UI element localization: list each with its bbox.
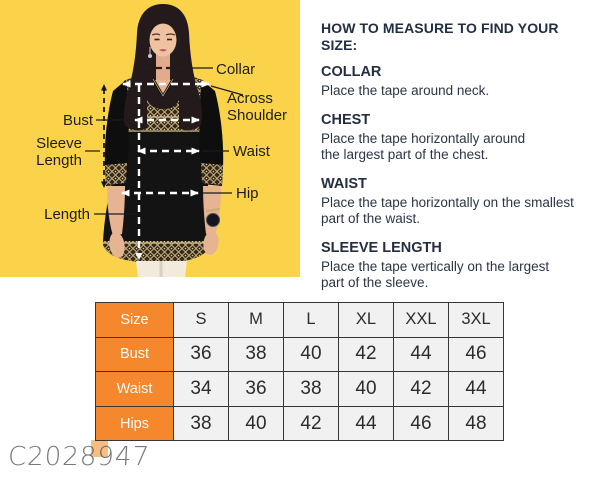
label-hip: Hip (236, 185, 259, 202)
measurement-diagram: Collar Across Shoulder Bust Sleeve Lengt… (0, 0, 300, 277)
section-body-line: the largest part of the chest. (321, 147, 489, 162)
section-body-line: Place the tape horizontally on the small… (321, 195, 574, 210)
section-waist: WAIST Place the tape horizontally on the… (321, 176, 583, 227)
header-s: S (173, 302, 229, 338)
ring (112, 249, 116, 253)
section-collar: COLLAR Place the tape around neck. (321, 64, 583, 99)
cell: 44 (393, 336, 449, 373)
header-l: L (283, 302, 339, 338)
cell: 42 (338, 336, 394, 373)
table-row-hips: Hips 38 40 42 44 46 48 (95, 405, 504, 442)
right-eyebrow (165, 33, 176, 36)
left-eyebrow (151, 33, 161, 36)
cell: 40 (338, 371, 394, 407)
face (148, 10, 177, 80)
how-to-measure-section: HOW TO MEASURE TO FIND YOUR SIZE: COLLAR… (321, 20, 583, 304)
cell: 40 (228, 405, 284, 442)
section-heading: COLLAR (321, 64, 382, 80)
section-sleeve-length: SLEEVE LENGTH Place the tape vertically … (321, 240, 583, 291)
neck (156, 52, 170, 80)
length-arrowhead (135, 253, 143, 260)
label-sleeve-length: Length (36, 152, 82, 169)
cell: 38 (283, 371, 339, 407)
cell: 42 (283, 405, 339, 442)
lips (159, 49, 167, 52)
cell: 36 (173, 336, 229, 373)
label-length: Length (44, 206, 90, 223)
cell: 44 (338, 405, 394, 442)
cell: 34 (173, 371, 229, 407)
table-row-waist: Waist 34 36 38 40 42 44 (95, 371, 504, 407)
label-sleeve: Sleeve (36, 135, 82, 152)
watermark-id: C2028947 (7, 442, 151, 472)
sleeves (104, 80, 224, 186)
section-body-line: Place the tape around neck. (321, 83, 490, 98)
cell: 36 (228, 371, 284, 407)
table-corner-artifact (91, 440, 108, 457)
section-body-line: part of the waist. (321, 211, 421, 226)
cell: 40 (283, 336, 339, 373)
cell: 42 (393, 371, 449, 407)
header-3xl: 3XL (448, 302, 504, 338)
forehead-hair (150, 10, 176, 33)
cell: 38 (228, 336, 284, 373)
label-across: Across (227, 90, 273, 107)
cell: 46 (393, 405, 449, 442)
header-xl: XL (338, 302, 394, 338)
label-connectors (85, 67, 244, 215)
measurement-lines (101, 66, 210, 260)
howto-title: HOW TO MEASURE TO FIND YOUR SIZE: (321, 20, 559, 53)
sleeve-arrow-bottom (101, 181, 107, 188)
cell: 38 (173, 405, 229, 442)
cell: 48 (448, 405, 504, 442)
table-header-row: Size S M L XL XXL 3XL (95, 302, 504, 338)
right-hand (203, 231, 219, 255)
label-bust: Bust (63, 112, 94, 129)
section-body-line: Place the tape vertically on the largest (321, 259, 550, 274)
label-waist: Waist (233, 143, 271, 160)
section-heading: SLEEVE LENGTH (321, 240, 442, 256)
bangle (205, 208, 221, 212)
row-label-hips: Hips (95, 405, 174, 442)
section-body-line: part of the sleeve. (321, 275, 429, 290)
left-cuff-band (105, 163, 127, 185)
model-illustration: Collar Across Shoulder Bust Sleeve Lengt… (0, 0, 300, 277)
header-xxl: XXL (393, 302, 449, 338)
watch (206, 213, 220, 227)
section-heading: WAIST (321, 176, 367, 192)
section-chest: CHEST Place the tape horizontally around… (321, 112, 583, 163)
sleeve-arrow-top (101, 84, 107, 91)
section-body-line: Place the tape horizontally around (321, 131, 526, 146)
section-heading: CHEST (321, 112, 371, 128)
row-label-bust: Bust (95, 336, 174, 373)
label-shoulder: Shoulder (227, 107, 287, 124)
arms (107, 186, 221, 258)
pants (136, 261, 187, 277)
right-cuff-band (201, 163, 223, 185)
table-row-bust: Bust 36 38 40 42 44 46 (95, 336, 504, 373)
header-m: M (228, 302, 284, 338)
earring-hoop (148, 54, 152, 58)
header-size: Size (95, 302, 174, 338)
label-collar: Collar (216, 61, 255, 78)
cell: 44 (448, 371, 504, 407)
row-label-waist: Waist (95, 371, 174, 407)
size-chart-table: Size S M L XL XXL 3XL Bust 36 38 40 42 4… (95, 302, 504, 442)
cell: 46 (448, 336, 504, 373)
